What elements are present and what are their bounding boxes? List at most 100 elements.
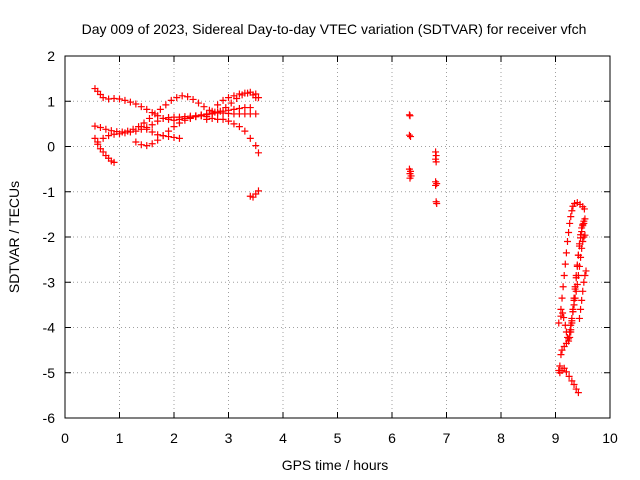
data-point [181,116,189,124]
data-point [192,113,200,121]
data-point [184,93,192,101]
y-tick-label: -4 [43,320,56,336]
data-point [569,308,577,316]
data-point [558,294,566,302]
data-point [571,294,579,302]
data-point [555,319,563,327]
data-point [219,96,227,104]
data-point [235,104,243,112]
data-point [580,278,588,286]
data-point [126,128,134,136]
data-point [580,219,588,227]
data-point [145,114,153,122]
data-point [148,121,156,129]
x-tick-label: 7 [443,430,451,446]
data-point [252,90,260,98]
data-point [227,99,235,107]
data-point [559,309,567,317]
data-point [143,142,151,150]
data-point [99,94,107,102]
data-point [580,205,588,213]
series-track-4 [94,104,254,146]
y-tick-label: -1 [43,184,56,200]
data-point [252,142,260,150]
data-point [214,108,222,116]
data-point [254,94,262,102]
data-point [572,385,580,393]
data-point [175,134,183,142]
x-axis-ticks: 0 1 2 3 4 5 6 7 8 9 10 [61,56,618,446]
data-point [577,305,585,313]
data-point [121,96,129,104]
x-axis-label: GPS time / hours [282,457,389,473]
data-point [200,103,208,111]
data-point [175,119,183,127]
data-point [208,107,216,115]
data-point [246,104,254,112]
data-point [562,368,570,376]
x-tick-label: 0 [61,430,69,446]
data-point [170,123,178,131]
data-point [406,174,414,182]
data-point [563,238,571,246]
series-track-9 [405,111,415,182]
data-point [578,224,586,232]
data-point [562,249,570,257]
x-tick-label: 6 [388,430,396,446]
series-track-11 [557,199,588,313]
data-point [137,103,145,111]
data-point [225,106,232,114]
data-point [582,267,590,275]
data-point [137,141,145,149]
data-point [433,180,441,188]
data-point [246,88,254,96]
data-point [565,372,573,380]
data-point [406,112,414,120]
data-point [132,100,140,108]
data-point [91,122,99,130]
data-point [572,287,580,295]
x-tick-label: 10 [602,430,618,446]
data-point [230,92,238,100]
data-point [252,110,260,118]
data-point [173,94,181,102]
data-point [203,115,211,123]
x-tick-label: 9 [552,430,560,446]
data-point [195,99,203,107]
series-track-13 [556,364,582,397]
y-tick-label: 0 [47,139,55,155]
series-track-1 [91,85,260,124]
data-point [559,283,567,291]
data-point [230,105,238,113]
data-point [566,219,574,227]
data-point [140,119,148,127]
data-point [579,220,587,228]
data-point [186,114,194,122]
x-tick-label: 4 [279,430,287,446]
data-point [235,123,243,131]
x-tick-label: 2 [170,430,178,446]
data-point [575,314,583,322]
data-point [581,215,589,223]
data-point [99,148,107,156]
data-points [91,85,590,397]
y-tick-label: -6 [43,410,56,426]
series-track-6 [137,123,183,142]
data-point [570,381,578,389]
data-point [432,181,440,189]
data-point [189,95,197,103]
data-point [235,90,243,98]
data-point [197,112,205,120]
data-point [143,125,151,133]
data-point [148,128,156,136]
data-point [121,129,129,137]
data-point [560,271,568,279]
data-point [557,305,565,313]
data-point [560,314,568,322]
grid [65,56,610,418]
series-track-7 [203,88,262,123]
data-point [575,262,583,270]
y-axis-label: SDTVAR / TECUs [6,181,22,293]
data-point [225,117,232,125]
